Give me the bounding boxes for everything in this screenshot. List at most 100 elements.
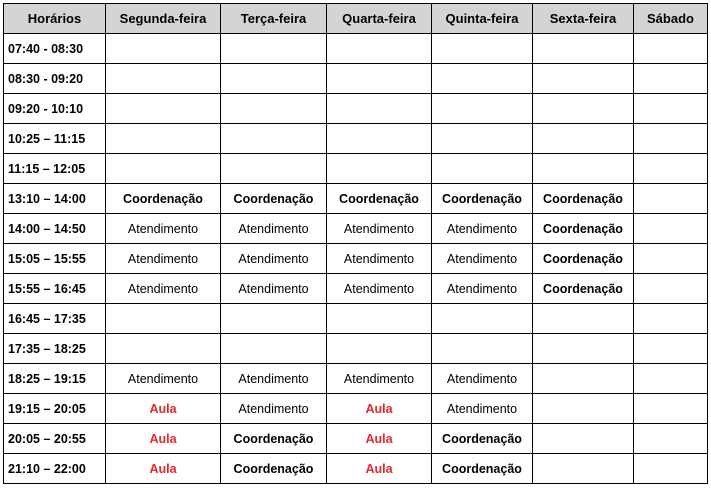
schedule-cell-terca: Atendimento [220, 243, 327, 274]
schedule-cell-sexta [532, 93, 634, 124]
table-row: 11:15 – 12:05 [3, 153, 708, 184]
schedule-cell-terca [220, 93, 327, 124]
table-row: 10:25 – 11:15 [3, 123, 708, 154]
schedule-cell-sabado [633, 363, 708, 394]
table-row: 21:10 – 22:00 Aula Coordenação Aula Coordena… [3, 453, 708, 484]
schedule-cell-quinta [431, 63, 533, 94]
schedule-cell-sabado [633, 303, 708, 334]
table-row: 16:45 – 17:35 [3, 303, 708, 334]
schedule-cell-quarta: Coordenação [326, 183, 432, 214]
schedule-cell-quarta [326, 123, 432, 154]
table-body: 07:40 - 08:30 08:30 - 09:20 09:20 - 10:10 1… [3, 33, 708, 484]
schedule-cell-quinta [431, 33, 533, 64]
time-slot-label: 13:10 – 14:00 [3, 183, 106, 214]
schedule-cell-terca [220, 333, 327, 364]
schedule-cell-segunda [105, 333, 221, 364]
table-row: 15:55 – 16:45 Atendimento Atendimento Atend… [3, 273, 708, 304]
time-slot-label: 10:25 – 11:15 [3, 123, 106, 154]
schedule-cell-terca: Atendimento [220, 273, 327, 304]
schedule-cell-sexta [532, 453, 634, 484]
column-header-sabado: Sábado [633, 3, 708, 34]
schedule-cell-sexta [532, 63, 634, 94]
schedule-cell-sabado [633, 153, 708, 184]
schedule-cell-terca: Coordenação [220, 423, 327, 454]
schedule-cell-quinta: Coordenação [431, 453, 533, 484]
schedule-cell-sabado [633, 273, 708, 304]
schedule-cell-terca [220, 33, 327, 64]
time-slot-label: 09:20 - 10:10 [3, 93, 106, 124]
schedule-cell-sabado [633, 63, 708, 94]
header-row: Horários Segunda-feira Terça-feira Quarta-f… [3, 3, 708, 34]
schedule-cell-quarta: Aula [326, 423, 432, 454]
schedule-cell-quarta: Aula [326, 393, 432, 424]
table-row: 20:05 – 20:55 Aula Coordenação Aula Coordena… [3, 423, 708, 454]
schedule-cell-sabado [633, 393, 708, 424]
schedule-cell-quarta [326, 333, 432, 364]
schedule-cell-quinta [431, 93, 533, 124]
schedule-cell-quinta: Coordenação [431, 183, 533, 214]
schedule-cell-terca: Atendimento [220, 213, 327, 244]
schedule-cell-quarta [326, 153, 432, 184]
schedule-cell-sexta: Coordenação [532, 243, 634, 274]
table-header: Horários Segunda-feira Terça-feira Quarta-f… [3, 3, 708, 34]
schedule-cell-quarta: Atendimento [326, 243, 432, 274]
schedule-cell-quinta [431, 333, 533, 364]
schedule-cell-sabado [633, 183, 708, 214]
schedule-cell-quarta: Aula [326, 453, 432, 484]
column-header-quarta: Quarta-feira [326, 3, 432, 34]
schedule-cell-sabado [633, 123, 708, 154]
time-slot-label: 15:05 – 15:55 [3, 243, 106, 274]
time-slot-label: 20:05 – 20:55 [3, 423, 106, 454]
column-header-horarios: Horários [3, 3, 106, 34]
schedule-cell-quarta [326, 63, 432, 94]
schedule-cell-quinta: Atendimento [431, 273, 533, 304]
time-slot-label: 16:45 – 17:35 [3, 303, 106, 334]
schedule-cell-sabado [633, 333, 708, 364]
time-slot-label: 17:35 – 18:25 [3, 333, 106, 364]
schedule-cell-terca [220, 123, 327, 154]
schedule-cell-quarta: Atendimento [326, 273, 432, 304]
schedule-cell-terca: Atendimento [220, 363, 327, 394]
schedule-cell-quinta: Atendimento [431, 363, 533, 394]
time-slot-label: 14:00 – 14:50 [3, 213, 106, 244]
table-row: 15:05 – 15:55 Atendimento Atendimento Atend… [3, 243, 708, 274]
table-row: 09:20 - 10:10 [3, 93, 708, 124]
time-slot-label: 19:15 – 20:05 [3, 393, 106, 424]
table-row: 08:30 - 09:20 [3, 63, 708, 94]
schedule-cell-quinta: Atendimento [431, 213, 533, 244]
schedule-cell-quinta: Atendimento [431, 393, 533, 424]
table-row: 17:35 – 18:25 [3, 333, 708, 364]
time-slot-label: 11:15 – 12:05 [3, 153, 106, 184]
column-header-quinta: Quinta-feira [431, 3, 533, 34]
schedule-cell-quarta: Atendimento [326, 363, 432, 394]
schedule-cell-sexta [532, 423, 634, 454]
time-slot-label: 18:25 – 19:15 [3, 363, 106, 394]
schedule-cell-sabado [633, 243, 708, 274]
schedule-cell-sabado [633, 423, 708, 454]
schedule-cell-segunda [105, 33, 221, 64]
schedule-cell-terca: Coordenação [220, 183, 327, 214]
schedule-cell-terca [220, 63, 327, 94]
schedule-cell-quarta [326, 93, 432, 124]
table-row: 14:00 – 14:50 Atendimento Atendimento Atend… [3, 213, 708, 244]
weekly-schedule-table: Horários Segunda-feira Terça-feira Quarta-f… [3, 3, 708, 484]
table-row: 19:15 – 20:05 Aula Atendimento Aula Atendime… [3, 393, 708, 424]
schedule-cell-sexta [532, 123, 634, 154]
schedule-cell-quarta [326, 33, 432, 64]
schedule-cell-terca: Atendimento [220, 393, 327, 424]
schedule-cell-sexta [532, 393, 634, 424]
schedule-cell-segunda: Atendimento [105, 243, 221, 274]
schedule-cell-segunda: Atendimento [105, 273, 221, 304]
schedule-cell-quarta [326, 303, 432, 334]
column-header-sexta: Sexta-feira [532, 3, 634, 34]
schedule-cell-segunda: Aula [105, 453, 221, 484]
schedule-cell-terca: Coordenação [220, 453, 327, 484]
schedule-cell-segunda: Atendimento [105, 213, 221, 244]
schedule-cell-sexta [532, 153, 634, 184]
table-row: 13:10 – 14:00 Coordenação Coordenação Coord… [3, 183, 708, 214]
schedule-cell-quinta: Atendimento [431, 243, 533, 274]
schedule-cell-segunda: Aula [105, 423, 221, 454]
schedule-cell-quarta: Atendimento [326, 213, 432, 244]
time-slot-label: 21:10 – 22:00 [3, 453, 106, 484]
